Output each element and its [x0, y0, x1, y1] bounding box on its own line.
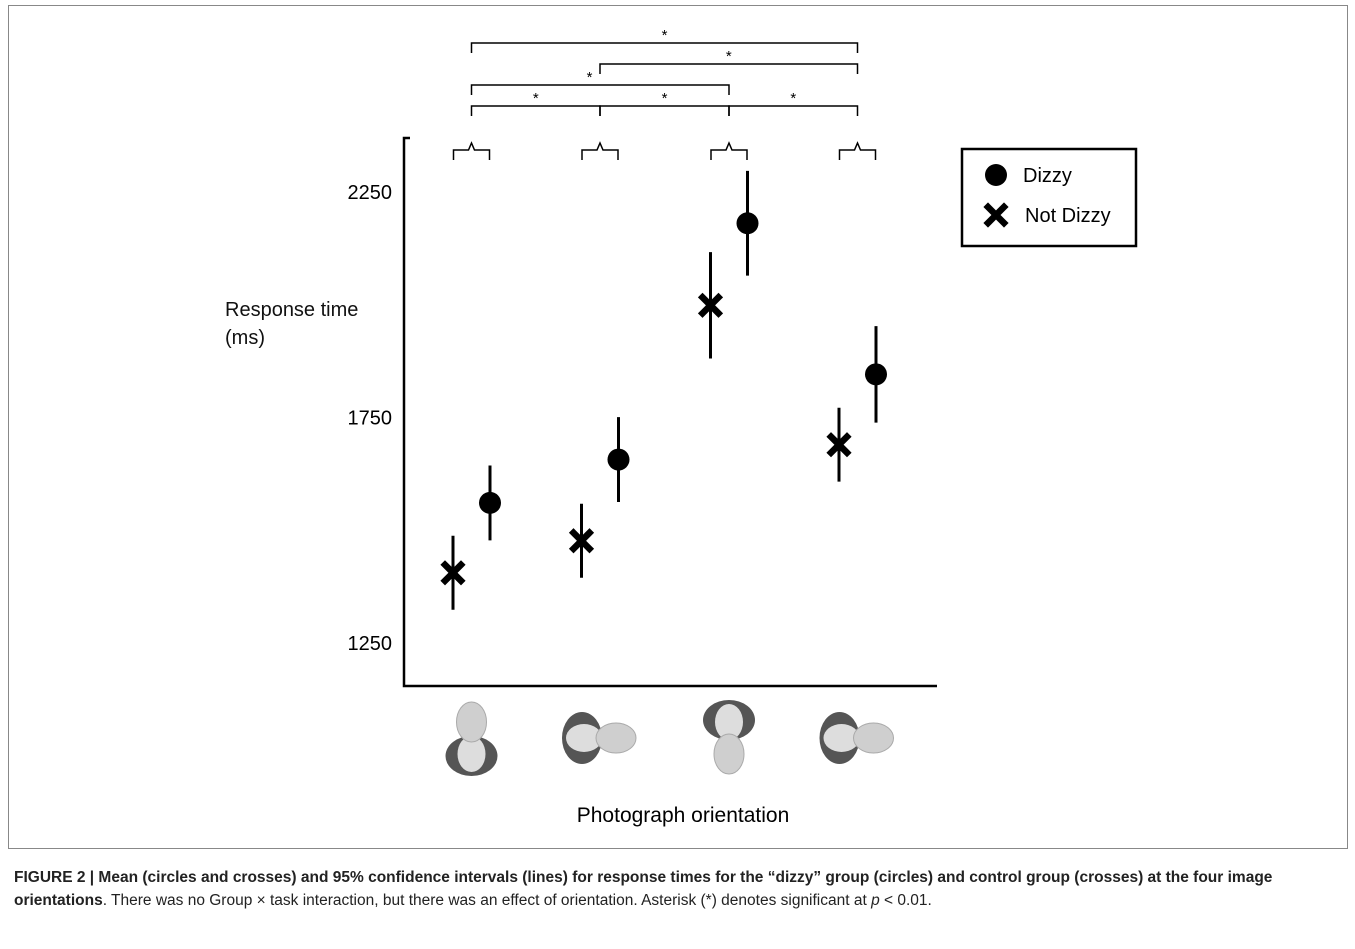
- orientation-icon: [703, 700, 755, 775]
- caption-end: < 0.01.: [879, 892, 932, 909]
- data-point: [568, 528, 595, 554]
- y-tick-label: 1750: [348, 408, 393, 430]
- significance-label: *: [662, 27, 668, 44]
- significance-label: *: [726, 48, 732, 65]
- significance-bracket: [599, 63, 859, 74]
- icon-shirt: [823, 724, 860, 752]
- group-brace: [452, 141, 491, 160]
- data-point: [697, 292, 724, 318]
- axis-line: [402, 136, 937, 688]
- data-point: [865, 363, 887, 386]
- x-axis-label: Photograph orientation: [577, 804, 790, 827]
- legend-label: Dizzy: [1023, 165, 1072, 187]
- icon-head: [853, 722, 894, 754]
- icon-head: [595, 722, 637, 754]
- data-point: [607, 448, 630, 471]
- figure-frame: [8, 5, 1348, 849]
- legend-marker: [985, 164, 1007, 186]
- icon-shirt: [566, 724, 602, 752]
- orientation-icons: [445, 700, 894, 776]
- legend-marker: [983, 202, 1009, 228]
- caption-text: . There was no Group × task interaction,…: [102, 892, 872, 909]
- group-brace: [710, 141, 748, 160]
- y-tick-label: 1250: [348, 633, 393, 655]
- legend-label: Not Dizzy: [1025, 205, 1111, 227]
- significance-bracket: [470, 84, 730, 95]
- significance-bracket: [470, 105, 601, 116]
- legend-box: [960, 147, 1138, 248]
- caption-italic: p: [871, 892, 880, 909]
- significance-label: *: [587, 69, 593, 86]
- significance-label: *: [790, 90, 796, 107]
- chart: Photograph orientation 1250 1750 2250 * * * * *…: [348, 27, 1138, 827]
- icon-head: [456, 701, 487, 743]
- orientation-icon: [562, 712, 637, 764]
- y-axis-label: Response time (ms): [225, 299, 359, 349]
- data-point: [826, 432, 852, 458]
- caption: FIGURE 2 | Mean (circles and crosses) an…: [14, 866, 1334, 912]
- group-brace: [838, 141, 877, 160]
- significance-label: *: [662, 90, 668, 107]
- significance-bracket: [728, 105, 859, 116]
- icon-head: [713, 733, 745, 775]
- icon-shirt: [457, 736, 486, 772]
- significance-bracket: [470, 42, 859, 53]
- data-point: [736, 212, 759, 235]
- significance-label: *: [533, 90, 539, 107]
- caption-bold: FIGURE 2 | Mean (circles and crosses) an…: [14, 869, 1273, 909]
- orientation-icon: [819, 712, 894, 764]
- group-brace: [581, 141, 619, 160]
- data-point: [440, 560, 466, 586]
- icon-shirt: [715, 704, 743, 740]
- y-tick-label: 2250: [348, 182, 393, 204]
- orientation-icon: [445, 701, 498, 776]
- significance-bracket: [599, 105, 730, 116]
- data-point: [479, 491, 501, 514]
- axes: [402, 136, 937, 688]
